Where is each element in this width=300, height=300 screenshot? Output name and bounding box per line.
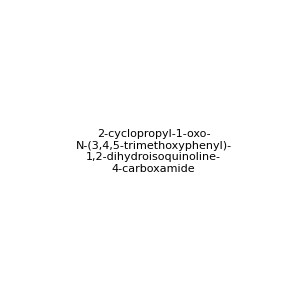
Text: 2-cyclopropyl-1-oxo-
N-(3,4,5-trimethoxyphenyl)-
1,2-dihydroisoquinoline-
4-carb: 2-cyclopropyl-1-oxo- N-(3,4,5-trimethoxy…	[76, 129, 232, 174]
